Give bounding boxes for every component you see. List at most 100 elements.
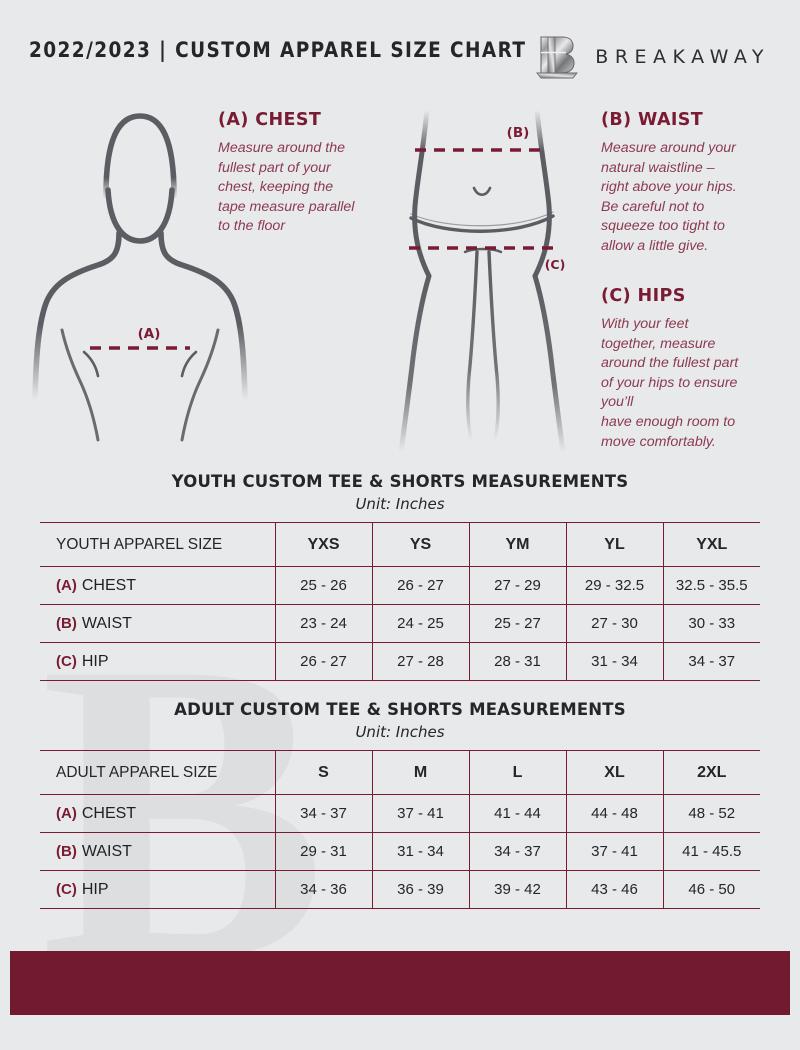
measurement-cell: 27 - 28 [372,642,470,681]
youth-column-header: YXL [663,522,760,567]
youth-table-body: (A) CHEST 25 - 26 26 - 27 27 - 29 29 - 32.5 32… [40,566,760,681]
breakaway-b-monogram-icon [536,36,579,79]
measurement-cell: 37 - 41 [566,832,664,871]
adult-size-section: ADULT CUSTOM TEE & SHORTS MEASUREMENTS U… [40,700,760,909]
adult-column-header: M [372,750,470,795]
measurement-cell: 28 - 31 [469,642,567,681]
table-row: (C) HIP 26 - 27 27 - 28 28 - 31 31 - 34 34 - 3… [40,642,760,681]
measurement-cell: 43 - 46 [566,870,664,909]
measurement-cell: 36 - 39 [372,870,470,909]
row-label: (C) HIP [40,642,276,681]
row-name: CHEST [81,576,137,594]
measurement-cell: 41 - 44 [469,794,567,833]
youth-table-unit: Unit: Inches [355,495,445,513]
measurement-cell: 30 - 33 [663,604,760,643]
hip-crease-line [409,214,555,233]
waist-description-block: (B) WAIST Measure around your natural wa… [601,110,781,257]
measurement-cell: 25 - 26 [275,566,373,605]
measurement-cell: 23 - 24 [275,604,373,643]
youth-column-header: YS [372,522,470,567]
page-header: 2022/2023 | CUSTOM APPAREL SIZE CHART [0,0,800,100]
hips-front-illustration: (B) (C) [398,107,566,455]
measurement-cell: 41 - 45.5 [663,832,760,871]
youth-size-section: YOUTH CUSTOM TEE & SHORTS MEASUREMENTS U… [40,472,760,681]
chest-heading: (A) CHEST [218,110,322,130]
measurement-cell: 48 - 52 [663,794,760,833]
chest-description-block: (A) CHEST Measure around the fullest par… [218,110,393,237]
navel-detail [472,186,492,197]
hips-heading: (C) HIPS [601,286,686,306]
page-title: 2022/2023 | CUSTOM APPAREL SIZE CHART [29,38,527,62]
measurement-cell: 26 - 27 [372,566,470,605]
hips-description: With your feet together, measure around … [601,316,739,450]
footer-accent-bar [10,951,790,1015]
adult-table-body: (A) CHEST 34 - 37 37 - 41 41 - 44 44 - 48 48 -… [40,794,760,909]
row-label: (A) CHEST [40,794,276,833]
measurement-cell: 32.5 - 35.5 [663,566,760,605]
adult-table-title: ADULT CUSTOM TEE & SHORTS MEASUREMENTS [174,700,626,719]
row-label: (C) HIP [40,870,276,909]
row-tag: (C) [56,652,77,670]
youth-column-header: YXS [275,522,373,567]
table-row: (B) WAIST 29 - 31 31 - 34 34 - 37 37 - 41 41 -… [40,832,760,871]
adult-column-header: S [275,750,373,795]
youth-corner-header: YOUTH APPAREL SIZE [40,522,276,567]
measurement-cell: 34 - 37 [275,794,373,833]
torso-front-illustration: (A) [32,113,248,442]
measurement-cell: 24 - 25 [372,604,470,643]
measurement-cell: 44 - 48 [566,794,664,833]
table-row: (B) WAIST 23 - 24 24 - 25 25 - 27 27 - 30 30 -… [40,604,760,643]
row-tag: (C) [56,880,77,898]
row-tag: (B) [56,842,77,860]
youth-table-title: YOUTH CUSTOM TEE & SHORTS MEASUREMENTS [171,472,629,491]
measurement-cell: 27 - 29 [469,566,567,605]
waist-heading: (B) WAIST [601,110,704,130]
adult-column-header: XL [566,750,664,795]
waist-description: Measure around your natural waistline – … [601,140,737,254]
row-name: HIP [81,652,109,670]
measurement-cell: 34 - 37 [469,832,567,871]
row-tag: (A) [56,576,77,594]
measurement-cell: 26 - 27 [275,642,373,681]
measurement-cell: 34 - 36 [275,870,373,909]
chest-marker-label: (A) [138,326,161,342]
measurement-cell: 39 - 42 [469,870,567,909]
youth-column-header: YL [566,522,664,567]
measurement-cell: 27 - 30 [566,604,664,643]
chest-description: Measure around the fullest part of your … [218,140,355,235]
measurement-cell: 29 - 31 [275,832,373,871]
measurement-cell: 31 - 34 [566,642,664,681]
adult-table-unit: Unit: Inches [355,723,445,741]
table-header-row: YOUTH APPAREL SIZE YXS YS YM YL YXL [40,522,760,567]
row-label: (B) WAIST [40,832,276,871]
adult-size-table: ADULT APPAREL SIZE S M L XL 2XL (A) CHEST 34 - … [40,750,760,909]
table-row: (A) CHEST 34 - 37 37 - 41 41 - 44 44 - 48 48 -… [40,794,760,833]
row-label: (A) CHEST [40,566,276,605]
adult-column-header: 2XL [663,750,760,795]
measurement-cell: 34 - 37 [663,642,760,681]
measurement-cell: 46 - 50 [663,870,760,909]
youth-size-table: YOUTH APPAREL SIZE YXS YS YM YL YXL (A) CHEST 2… [40,522,760,681]
table-row: (C) HIP 34 - 36 36 - 39 39 - 42 43 - 46 46 - 5… [40,870,760,909]
row-name: WAIST [81,614,132,632]
measurement-cell: 37 - 41 [372,794,470,833]
row-name: WAIST [81,842,132,860]
measurement-cell: 25 - 27 [469,604,567,643]
brand-logo: BREAKAWAY [535,32,770,82]
adult-column-header: L [469,750,567,795]
measurement-cell: 31 - 34 [372,832,470,871]
row-tag: (A) [56,804,77,822]
waist-marker-label: (B) [507,125,530,141]
hips-description-block: (C) HIPS With your feet together, measur… [601,286,781,452]
row-tag: (B) [56,614,77,632]
table-header-row: ADULT APPAREL SIZE S M L XL 2XL [40,750,760,795]
adult-corner-header: ADULT APPAREL SIZE [40,750,276,795]
row-name: CHEST [81,804,137,822]
row-name: HIP [81,880,109,898]
youth-column-header: YM [469,522,567,567]
brand-wordmark: BREAKAWAY [595,46,770,68]
hip-marker-label: (C) [545,257,566,272]
measurement-cell: 29 - 32.5 [566,566,664,605]
table-row: (A) CHEST 25 - 26 26 - 27 27 - 29 29 - 32.5 32… [40,566,760,605]
row-label: (B) WAIST [40,604,276,643]
